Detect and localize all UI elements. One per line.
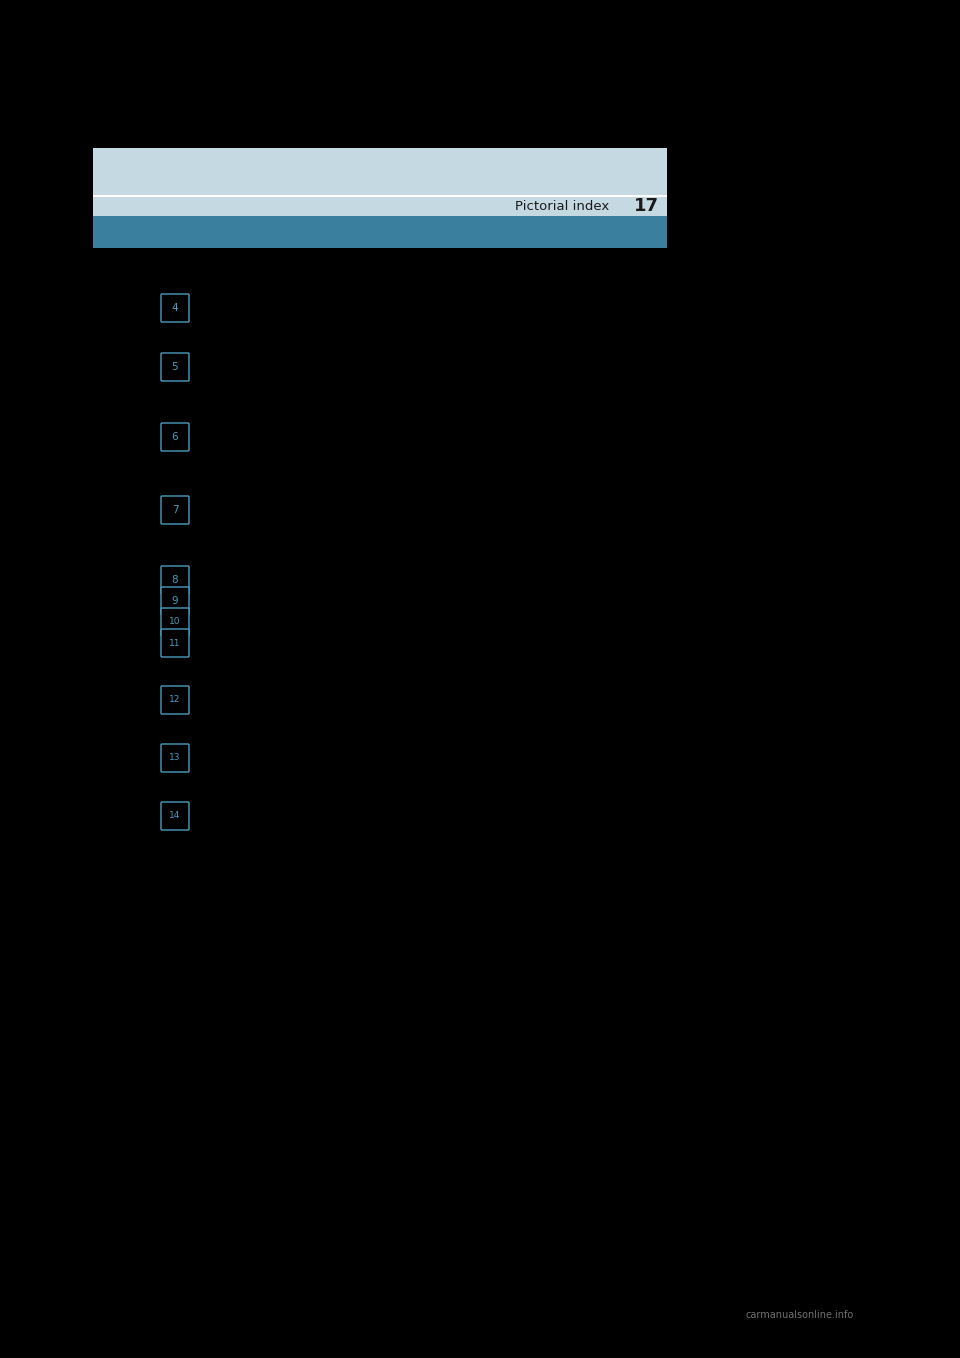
Text: 17: 17 (634, 197, 659, 215)
FancyBboxPatch shape (161, 353, 189, 382)
Text: 9: 9 (172, 596, 179, 606)
FancyBboxPatch shape (161, 629, 189, 657)
FancyBboxPatch shape (161, 566, 189, 593)
Text: carmanualsonline.info: carmanualsonline.info (746, 1310, 854, 1320)
Bar (93, 148, 667, 216)
FancyBboxPatch shape (161, 803, 189, 830)
Text: 10: 10 (169, 618, 180, 626)
Text: 5: 5 (172, 363, 179, 372)
Text: 6: 6 (172, 432, 179, 441)
Text: 13: 13 (169, 754, 180, 762)
FancyBboxPatch shape (161, 608, 189, 636)
Text: 7: 7 (172, 505, 179, 515)
FancyBboxPatch shape (161, 422, 189, 451)
Bar (93, 216, 667, 249)
Text: 8: 8 (172, 574, 179, 585)
FancyBboxPatch shape (161, 293, 189, 322)
FancyBboxPatch shape (161, 744, 189, 771)
Text: 4: 4 (172, 303, 179, 312)
FancyBboxPatch shape (161, 587, 189, 615)
Text: Pictorial index: Pictorial index (515, 200, 609, 212)
FancyBboxPatch shape (161, 496, 189, 524)
Text: 14: 14 (169, 812, 180, 820)
FancyBboxPatch shape (161, 686, 189, 714)
Text: 11: 11 (169, 638, 180, 648)
Text: 12: 12 (169, 695, 180, 705)
